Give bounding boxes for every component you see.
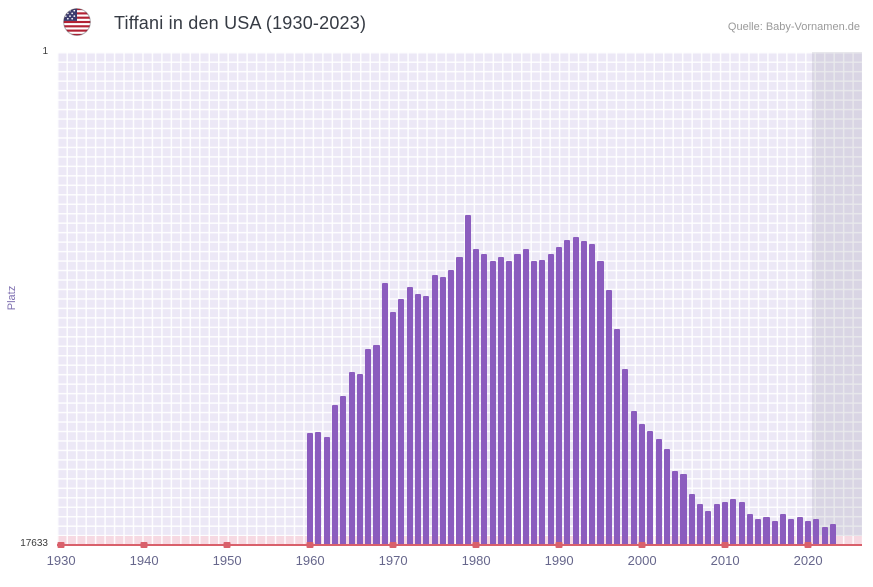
bar-2001[interactable] <box>647 431 654 545</box>
bar-1989[interactable] <box>547 254 554 545</box>
us-flag-icon <box>63 8 91 36</box>
bar-1979[interactable] <box>464 215 471 545</box>
decade-tick-2000 <box>638 542 646 548</box>
bar-1984[interactable] <box>506 261 513 545</box>
bar-1999[interactable] <box>630 411 637 545</box>
x-tick-label-1930: 1930 <box>46 553 76 568</box>
y-tick-bottom: 17633 <box>20 538 48 549</box>
bar-2006[interactable] <box>688 494 695 545</box>
x-tick-label-2010: 2010 <box>710 553 740 568</box>
bar-2004[interactable] <box>672 471 679 545</box>
bar-1983[interactable] <box>497 257 504 545</box>
bar-1985[interactable] <box>514 254 521 545</box>
bar-1991[interactable] <box>564 240 571 545</box>
bar-1978[interactable] <box>456 257 463 545</box>
decade-tick-2010 <box>721 542 729 548</box>
bar-1982[interactable] <box>489 261 496 545</box>
bar-2021[interactable] <box>813 519 820 545</box>
bar-1972[interactable] <box>406 287 413 545</box>
bar-1962[interactable] <box>323 437 330 545</box>
x-tick-label-1980: 1980 <box>461 553 491 568</box>
bar-2009[interactable] <box>713 504 720 545</box>
bar-1961[interactable] <box>315 432 322 545</box>
bar-1969[interactable] <box>381 283 388 545</box>
bar-2002[interactable] <box>655 439 662 545</box>
bar-1963[interactable] <box>331 405 339 545</box>
x-axis-baseline <box>57 542 862 548</box>
bar-1993[interactable] <box>580 241 587 545</box>
bar-1964[interactable] <box>340 396 347 545</box>
x-tick-label-2000: 2000 <box>627 553 657 568</box>
bar-2013[interactable] <box>746 514 753 545</box>
bar-1994[interactable] <box>589 244 596 545</box>
x-tick-label-2020: 2020 <box>793 553 823 568</box>
y-axis-title: Platz <box>6 285 18 311</box>
bar-2016[interactable] <box>771 521 778 545</box>
bar-1998[interactable] <box>622 369 629 545</box>
bar-1974[interactable] <box>423 296 430 545</box>
bar-1987[interactable] <box>531 261 538 545</box>
bar-1973[interactable] <box>414 294 422 545</box>
x-axis: 1930 1940 1950 1960 1970 1980 1990 2000 2010 2020 <box>47 547 862 569</box>
bar-1965[interactable] <box>348 372 355 545</box>
decade-tick-1950 <box>223 542 231 548</box>
bar-1966[interactable] <box>356 374 363 545</box>
bar-2000[interactable] <box>638 424 646 545</box>
bar-1970[interactable] <box>390 312 397 545</box>
bar-1980[interactable] <box>472 249 480 545</box>
bar-2019[interactable] <box>796 517 803 545</box>
bar-2011[interactable] <box>730 499 737 545</box>
bar-2023[interactable] <box>829 524 836 545</box>
x-tick-label-1940: 1940 <box>129 553 159 568</box>
bar-1968[interactable] <box>373 345 380 545</box>
bar-1967[interactable] <box>365 349 372 545</box>
bar-1971[interactable] <box>398 299 405 545</box>
bar-2014[interactable] <box>755 519 762 545</box>
bar-1996[interactable] <box>605 290 612 545</box>
bars-layer <box>57 52 862 545</box>
bar-1977[interactable] <box>448 270 455 545</box>
bar-2010[interactable] <box>721 502 729 545</box>
decade-tick-1980 <box>472 542 480 548</box>
bar-1986[interactable] <box>522 249 529 545</box>
decade-tick-1930 <box>57 542 65 548</box>
bar-2008[interactable] <box>705 511 712 545</box>
bar-2018[interactable] <box>788 519 795 545</box>
bar-2003[interactable] <box>663 449 670 545</box>
bar-2015[interactable] <box>763 517 770 545</box>
decade-tick-1970 <box>389 542 397 548</box>
x-tick-label-1960: 1960 <box>295 553 325 568</box>
decade-tick-2020 <box>804 542 812 548</box>
bar-2020[interactable] <box>804 521 812 545</box>
bar-1981[interactable] <box>481 254 488 545</box>
bar-2022[interactable] <box>821 527 828 545</box>
bar-1975[interactable] <box>431 275 438 545</box>
bar-1992[interactable] <box>572 237 579 545</box>
decade-tick-1990 <box>555 542 563 548</box>
bar-1990[interactable] <box>555 247 563 545</box>
bar-2012[interactable] <box>738 502 745 545</box>
bar-2007[interactable] <box>697 504 704 545</box>
bar-1976[interactable] <box>439 277 446 545</box>
recent-years-band <box>812 52 862 545</box>
source-credit: Quelle: Baby-Vornamen.de <box>727 21 860 33</box>
decade-tick-1940 <box>140 542 148 548</box>
y-tick-top: 1 <box>42 46 48 57</box>
bar-2005[interactable] <box>680 474 687 545</box>
bar-2017[interactable] <box>780 514 787 545</box>
bar-1960[interactable] <box>307 433 314 545</box>
x-tick-label-1970: 1970 <box>378 553 408 568</box>
bar-1995[interactable] <box>597 261 604 545</box>
bar-1997[interactable] <box>614 329 621 545</box>
decade-tick-1960 <box>306 542 314 548</box>
x-tick-label-1950: 1950 <box>212 553 242 568</box>
page-title: Tiffani in den USA (1930-2023) <box>114 13 367 33</box>
bar-1988[interactable] <box>539 260 546 545</box>
x-tick-label-1990: 1990 <box>544 553 574 568</box>
plot-area <box>57 52 862 545</box>
